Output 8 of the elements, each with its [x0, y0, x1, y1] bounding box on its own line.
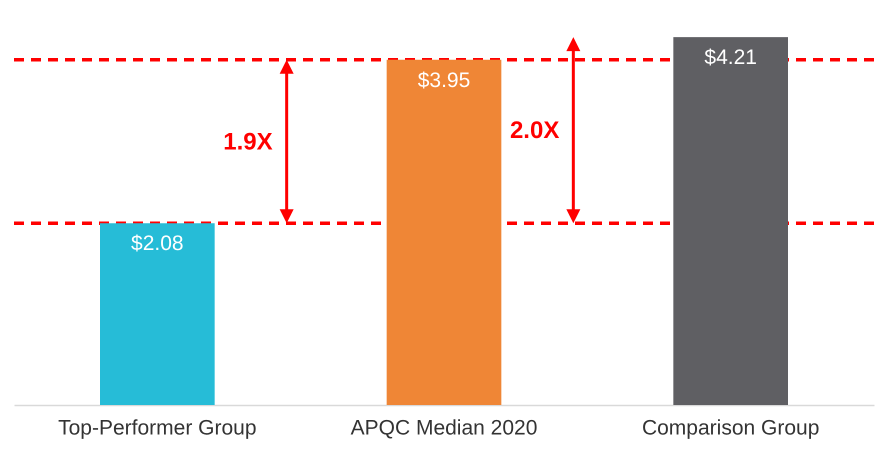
x-tick-label: Top-Performer Group — [58, 416, 257, 440]
annotation: 2.0X — [510, 117, 560, 144]
data-label: $4.21 — [704, 46, 757, 70]
x-tick-label: Comparison Group — [642, 416, 820, 440]
data-label: $2.08 — [131, 232, 184, 256]
data-label: $3.95 — [418, 68, 470, 92]
x-tick-label: APQC Median 2020 — [350, 416, 538, 440]
annotation: 1.9X — [223, 128, 273, 156]
